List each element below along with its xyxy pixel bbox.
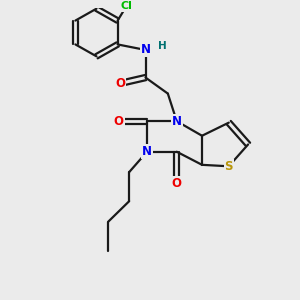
Text: N: N — [172, 115, 182, 128]
Text: O: O — [114, 115, 124, 128]
Text: Cl: Cl — [121, 1, 133, 11]
Text: N: N — [142, 145, 152, 158]
Text: O: O — [172, 177, 182, 190]
Text: N: N — [140, 44, 151, 56]
Text: H: H — [158, 40, 166, 51]
Text: S: S — [224, 160, 233, 173]
Text: O: O — [115, 77, 125, 90]
